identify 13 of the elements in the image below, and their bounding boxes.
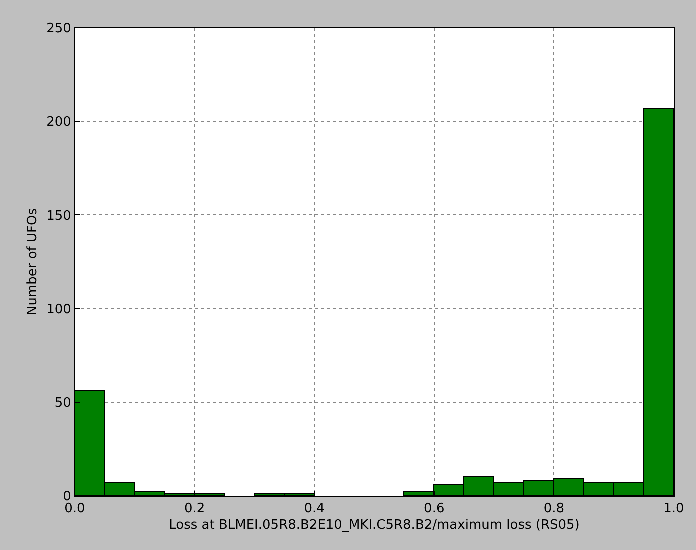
y-tick-label: 150 — [46, 208, 72, 224]
x-tick-label: 0.8 — [544, 502, 565, 517]
y-axis-title: Number of UFOs — [26, 208, 41, 316]
y-tick-label: 50 — [54, 396, 72, 411]
x-tick-label: 0.4 — [304, 502, 325, 517]
x-tick-label: 0.6 — [424, 502, 445, 517]
x-tick-label: 0.0 — [64, 502, 86, 517]
x-axis-title: Loss at BLMEI.05R8.B2E10_MKI.C5R8.B2/maximum loss (RS05) — [169, 518, 580, 534]
x-tick-label: 1.0 — [664, 502, 684, 517]
y-tick-label: 100 — [46, 302, 72, 318]
y-tick-label: 250 — [46, 22, 72, 37]
y-tick-label: 200 — [46, 115, 72, 130]
x-tick-label: 0.2 — [184, 502, 206, 517]
